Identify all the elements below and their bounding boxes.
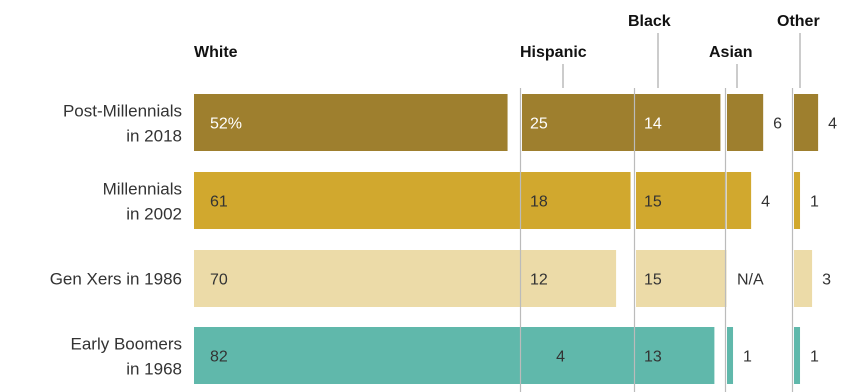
bar-asian-2 bbox=[727, 172, 752, 229]
value-label-hispanic-2: 18 bbox=[530, 194, 548, 211]
value-label-black-1: 14 bbox=[644, 116, 662, 133]
value-label-white-2: 61 bbox=[210, 194, 228, 211]
value-label-black-3: 15 bbox=[644, 272, 662, 289]
series-header-black: Black bbox=[628, 13, 671, 30]
bar-hispanic-3 bbox=[522, 250, 595, 307]
bar-black-2 bbox=[636, 172, 727, 229]
value-label-other-1: 4 bbox=[828, 116, 837, 133]
bar-black-3 bbox=[636, 250, 727, 307]
value-label-hispanic-1: 25 bbox=[530, 116, 548, 133]
value-label-hispanic-4: 4 bbox=[556, 349, 565, 366]
value-label-other-3: 3 bbox=[822, 272, 831, 289]
series-header-asian: Asian bbox=[709, 44, 753, 61]
value-label-white-1: 52% bbox=[210, 116, 242, 133]
series-header-other: Other bbox=[777, 13, 820, 30]
category-label-post-millennials-in-2018: Post-Millennials in 2018 bbox=[63, 102, 182, 146]
value-label-black-4: 13 bbox=[644, 349, 662, 366]
bar-other-3 bbox=[794, 250, 813, 307]
bar-other-4 bbox=[794, 327, 801, 384]
bar-asian-1 bbox=[727, 94, 764, 151]
value-label-black-2: 15 bbox=[644, 194, 662, 211]
series-header-white: White bbox=[194, 44, 238, 61]
bar-other-2 bbox=[794, 172, 801, 229]
value-label-asian-3: N/A bbox=[737, 272, 764, 289]
value-label-white-3: 70 bbox=[210, 272, 228, 289]
bar-white-2 bbox=[194, 172, 562, 229]
value-label-hispanic-3: 12 bbox=[530, 272, 548, 289]
value-label-other-4: 1 bbox=[810, 349, 819, 366]
value-label-white-4: 82 bbox=[210, 349, 228, 366]
value-label-asian-2: 4 bbox=[761, 194, 770, 211]
bar-hispanic-2 bbox=[522, 172, 631, 229]
bar-hispanic-4 bbox=[522, 327, 547, 384]
value-label-other-2: 1 bbox=[810, 194, 819, 211]
bar-white-1 bbox=[194, 94, 508, 151]
series-header-hispanic: Hispanic bbox=[520, 44, 587, 61]
bar-black-4 bbox=[636, 327, 715, 384]
value-label-asian-4: 1 bbox=[743, 349, 752, 366]
bar-asian-4 bbox=[727, 327, 734, 384]
category-label-gen-xers-in-1986: Gen Xers in 1986 bbox=[50, 270, 182, 289]
bar-black-1 bbox=[636, 94, 721, 151]
category-label-early-boomers-in-1968: Early Boomers in 1968 bbox=[71, 335, 182, 379]
value-label-asian-1: 6 bbox=[773, 116, 782, 133]
bar-other-1 bbox=[794, 94, 819, 151]
category-label-millennials-in-2002: Millennials in 2002 bbox=[103, 180, 182, 224]
bar-white-4 bbox=[194, 327, 689, 384]
